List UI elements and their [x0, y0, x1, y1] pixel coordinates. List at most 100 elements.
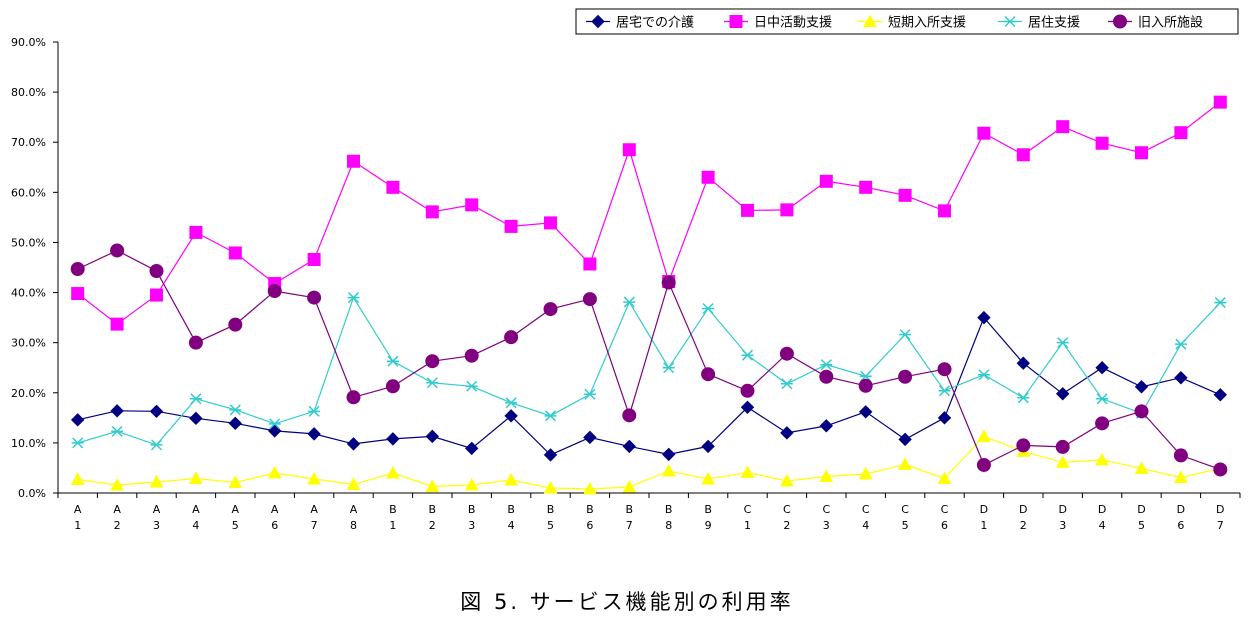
- data-point: [307, 290, 322, 305]
- data-point: [70, 262, 85, 277]
- data-point: [543, 302, 558, 317]
- x-tick-label-line: 6: [586, 519, 593, 532]
- data-point: [267, 465, 282, 479]
- x-tick-label-line: B: [704, 503, 712, 516]
- data-point: [229, 404, 242, 416]
- legend-item: 旧入所施設: [1108, 14, 1203, 31]
- data-point: [1134, 461, 1149, 474]
- data-point: [425, 429, 440, 444]
- x-tick-label-line: B: [429, 503, 437, 516]
- x-tick-label: D6: [1177, 503, 1185, 532]
- data-point: [189, 411, 203, 426]
- data-point: [1055, 439, 1070, 454]
- data-point: [858, 378, 873, 393]
- series-5: [70, 243, 1228, 477]
- y-tick-label: 60.0%: [11, 186, 46, 199]
- y-tick-label: 0.0%: [18, 487, 46, 500]
- x-tick-label-line: A: [310, 503, 318, 516]
- data-point: [110, 243, 125, 258]
- data-point: [582, 292, 597, 307]
- data-point: [938, 385, 951, 397]
- data-point: [661, 275, 676, 290]
- x-tick-label-line: 7: [626, 519, 633, 532]
- data-point: [267, 424, 282, 438]
- x-tick-label-line: 1: [74, 519, 81, 532]
- data-point: [661, 463, 676, 477]
- x-tick-label-line: 2: [429, 519, 436, 532]
- data-point: [385, 379, 400, 394]
- series-line: [77, 249, 1221, 470]
- data-point: [347, 154, 360, 168]
- x-tick-label-line: 5: [232, 519, 239, 532]
- legend: 居宅での介護 日中活動支援 短期入所支援 居住支援 旧入所施設: [575, 8, 1239, 35]
- x-tick-label-line: C: [901, 503, 909, 516]
- data-point: [937, 471, 952, 484]
- data-point: [110, 477, 124, 491]
- data-point: [622, 143, 636, 157]
- legend-label: 居住支援: [1028, 16, 1080, 31]
- data-point: [228, 317, 243, 332]
- data-point: [346, 390, 361, 405]
- data-point: [386, 180, 400, 194]
- x-tick-label-line: A: [350, 503, 358, 516]
- data-point: [740, 383, 755, 398]
- data-point: [701, 471, 715, 485]
- data-point: [1135, 146, 1148, 160]
- data-point: [149, 264, 164, 279]
- series-3: [70, 429, 1228, 495]
- data-point: [149, 474, 164, 488]
- data-point: [347, 292, 360, 304]
- legend-label: 日中活動支援: [754, 16, 832, 31]
- data-point: [701, 367, 716, 382]
- data-point: [779, 346, 794, 361]
- y-axis-ticks: 0.0% 10.0% 20.0% 30.0% 40.0% 50.0% 60.0% 70.0% 8…: [11, 36, 58, 500]
- x-tick-label-line: A: [153, 503, 161, 516]
- y-tick-label: 90.0%: [11, 36, 46, 49]
- data-point: [819, 419, 834, 433]
- data-point: [1017, 392, 1030, 404]
- data-point: [464, 441, 479, 456]
- data-point: [1096, 393, 1109, 405]
- x-tick-label: D5: [1137, 503, 1145, 532]
- data-point: [583, 257, 597, 271]
- data-point: [1213, 388, 1228, 402]
- x-tick-label-line: A: [192, 503, 200, 516]
- data-point: [899, 329, 912, 341]
- x-tick-label: D4: [1098, 503, 1106, 532]
- x-tick-label-line: 4: [192, 519, 199, 532]
- x-tick-label: A4: [192, 503, 200, 532]
- data-point: [1173, 448, 1188, 463]
- x-tick-label: B8: [665, 503, 673, 532]
- data-point: [307, 252, 321, 266]
- x-tick-label-line: 6: [271, 519, 278, 532]
- x-tick-label-line: 5: [547, 519, 554, 532]
- x-tick-label: C5: [901, 503, 909, 532]
- x-tick-label-line: 7: [311, 519, 318, 532]
- x-tick-label: D1: [980, 503, 988, 532]
- x-tick-label-line: B: [665, 503, 673, 516]
- y-tick-label: 20.0%: [11, 387, 46, 400]
- x-tick-label-line: 8: [665, 519, 672, 532]
- x-tick-label-line: B: [389, 503, 397, 516]
- data-point: [465, 380, 478, 392]
- data-point: [1016, 438, 1031, 453]
- x-tick-label: B9: [704, 503, 712, 532]
- data-point: [1095, 452, 1109, 466]
- x-tick-label-line: 6: [941, 519, 948, 532]
- x-tick-label: A1: [74, 503, 82, 532]
- data-point: [780, 203, 794, 217]
- series-line: [77, 296, 1221, 446]
- x-tick-label: A2: [113, 503, 121, 532]
- legend-marker: [729, 15, 743, 28]
- data-point: [1213, 462, 1228, 477]
- data-point: [1174, 470, 1188, 483]
- x-tick-label-line: D: [1058, 503, 1066, 516]
- data-point: [623, 296, 636, 308]
- x-tick-label: C6: [941, 503, 949, 532]
- data-point: [386, 465, 400, 479]
- data-point: [188, 335, 203, 350]
- legend-marker: [863, 14, 877, 27]
- x-tick-label: B1: [389, 503, 397, 532]
- data-point: [504, 219, 518, 233]
- data-point: [977, 369, 990, 381]
